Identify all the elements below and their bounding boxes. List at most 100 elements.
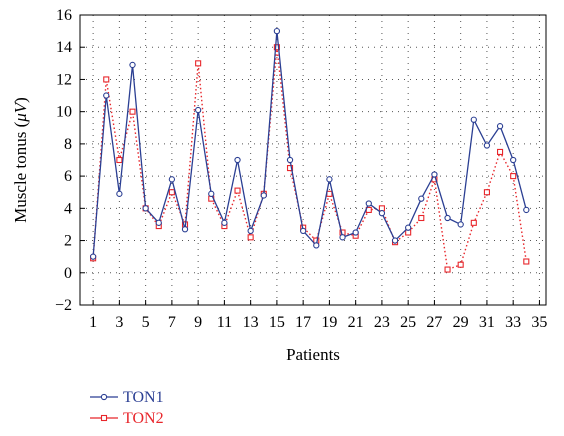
data-point-ton1	[496, 123, 504, 130]
data-point-ton1	[418, 195, 425, 202]
x-axis-ticks: 1 3 5 7 9 11 13 15 17 19 21 23 25 27 29 31 33 35	[89, 300, 547, 331]
data-point-ton1	[378, 210, 386, 217]
data-point-ton1	[286, 156, 294, 164]
x-tick-label: 33	[505, 314, 521, 331]
data-point-ton1	[352, 229, 359, 236]
y-tick-label: 10	[56, 104, 72, 121]
data-point-ton1	[391, 237, 399, 244]
data-point-ton2	[497, 148, 504, 155]
y-axis-title-suffix: )	[11, 97, 30, 103]
x-tick-label: 31	[479, 314, 495, 331]
x-tick-label: 19	[321, 314, 337, 331]
legend-label: TON2	[123, 410, 164, 427]
data-point-ton1	[326, 176, 333, 183]
x-tick-label: 11	[217, 314, 232, 331]
plot-border	[79, 14, 547, 306]
data-point-ton1	[129, 61, 136, 69]
data-point-ton1	[431, 171, 438, 178]
legend-item-ton2: TON2	[90, 410, 164, 427]
y-tick-label: 16	[56, 7, 72, 24]
y-tick-label: 6	[64, 168, 72, 185]
data-point-ton1	[260, 192, 267, 199]
data-point-ton1	[103, 92, 110, 99]
legend-item-ton1: TON1	[90, 389, 164, 406]
y-tick-label: 4	[64, 200, 72, 217]
y-tick-label: 0	[64, 265, 72, 282]
data-point-ton2	[234, 187, 241, 194]
data-point-ton1	[208, 190, 215, 197]
y-axis-title: Muscle tonus (μV)	[11, 97, 30, 223]
data-point-ton1	[365, 200, 372, 207]
data-point-ton2	[523, 258, 530, 265]
series-line-ton1	[92, 31, 527, 257]
y-axis-title-unit: μV	[11, 100, 30, 123]
data-point-ton2	[418, 214, 425, 222]
data-point-ton1	[234, 156, 241, 164]
x-tick-label: 1	[89, 314, 97, 331]
x-tick-label: 5	[142, 314, 150, 331]
data-point-ton2	[103, 76, 110, 83]
x-tick-label: 3	[115, 314, 123, 331]
data-point-ton1	[339, 234, 346, 241]
data-point-ton2	[273, 44, 280, 51]
plot-frame	[79, 14, 547, 306]
series-line-ton2	[92, 47, 528, 271]
x-tick-label: 23	[374, 314, 390, 331]
legend-swatch-marker	[100, 393, 108, 401]
x-axis-title: Patients	[286, 345, 340, 364]
data-point-ton1	[470, 116, 477, 123]
x-tick-label: 13	[243, 314, 259, 331]
x-tick-label: 15	[269, 314, 285, 331]
x-tick-label: 7	[168, 314, 176, 331]
data-point-ton1	[116, 190, 123, 197]
y-axis-title-prefix: Muscle tonus (	[11, 121, 30, 222]
data-point-ton2	[286, 165, 294, 172]
legend-swatch-marker	[100, 414, 108, 422]
data-point-ton1	[444, 214, 451, 222]
data-point-ton1	[313, 242, 320, 249]
data-point-ton2	[457, 261, 464, 268]
series-group	[89, 27, 530, 273]
x-tick-label: 29	[453, 314, 469, 331]
data-point-ton1	[405, 224, 412, 231]
x-tick-label: 35	[531, 314, 547, 331]
x-tick-label: 25	[400, 314, 416, 331]
data-point-ton1	[273, 27, 281, 35]
data-point-ton1	[181, 226, 189, 233]
data-point-ton2	[470, 219, 477, 226]
data-point-ton1	[483, 142, 491, 149]
data-point-ton1	[168, 176, 176, 183]
y-tick-label: −2	[55, 297, 72, 314]
data-point-ton1	[523, 206, 530, 214]
x-tick-label: 21	[348, 314, 364, 331]
legend: TON1 TON2	[90, 389, 164, 427]
y-tick-label: 2	[64, 233, 72, 250]
x-tick-label: 9	[194, 314, 202, 331]
data-point-ton1	[194, 106, 202, 114]
legend-label: TON1	[123, 389, 164, 406]
data-point-ton1	[89, 253, 97, 260]
data-point-ton2	[326, 190, 333, 197]
y-tick-label: 14	[56, 39, 72, 56]
data-point-ton2	[195, 60, 202, 67]
data-point-ton2	[129, 108, 136, 115]
series-ton1	[89, 27, 530, 260]
data-point-ton2	[510, 173, 517, 180]
data-point-ton2	[444, 266, 451, 273]
x-tick-label: 17	[295, 314, 311, 331]
data-point-ton1	[510, 156, 517, 164]
data-point-ton1	[457, 221, 464, 228]
gridlines	[80, 14, 546, 306]
data-point-ton1	[155, 219, 162, 226]
data-point-ton1	[142, 205, 149, 212]
x-tick-label: 27	[426, 314, 442, 331]
data-point-ton1	[221, 219, 228, 226]
data-point-ton2	[168, 189, 175, 196]
data-point-ton1	[300, 227, 307, 235]
data-point-ton2	[247, 234, 254, 241]
data-point-ton1	[247, 227, 254, 235]
data-point-ton2	[116, 156, 123, 164]
data-point-ton2	[483, 189, 490, 196]
